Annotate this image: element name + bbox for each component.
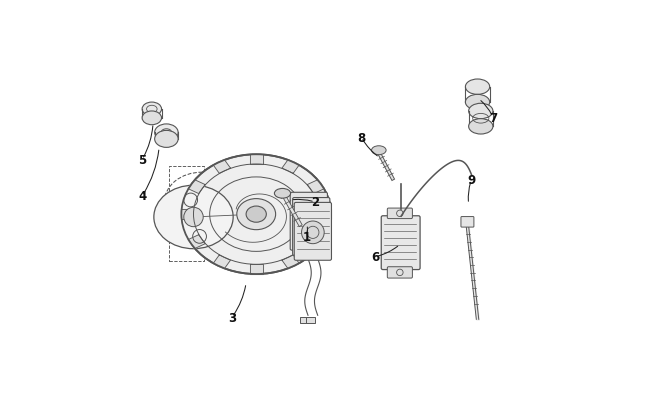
Polygon shape xyxy=(307,235,324,249)
Polygon shape xyxy=(250,264,263,274)
FancyBboxPatch shape xyxy=(387,267,412,278)
Ellipse shape xyxy=(465,95,489,111)
Text: 8: 8 xyxy=(358,132,365,145)
Polygon shape xyxy=(181,209,194,220)
FancyBboxPatch shape xyxy=(382,216,420,270)
Ellipse shape xyxy=(274,189,291,199)
Ellipse shape xyxy=(372,146,386,155)
Bar xyxy=(306,317,315,324)
Text: 7: 7 xyxy=(489,111,497,124)
Polygon shape xyxy=(188,180,205,194)
Ellipse shape xyxy=(246,207,266,223)
Polygon shape xyxy=(213,256,231,269)
Polygon shape xyxy=(282,160,299,174)
Text: 4: 4 xyxy=(138,190,146,203)
FancyBboxPatch shape xyxy=(290,193,328,251)
Bar xyxy=(300,317,308,324)
Ellipse shape xyxy=(142,112,162,126)
Circle shape xyxy=(302,222,324,244)
FancyBboxPatch shape xyxy=(294,203,332,261)
Ellipse shape xyxy=(469,104,493,119)
Text: 9: 9 xyxy=(467,174,476,187)
Text: 1: 1 xyxy=(303,230,311,243)
Circle shape xyxy=(184,208,203,227)
Ellipse shape xyxy=(465,80,489,95)
Polygon shape xyxy=(282,256,299,269)
FancyBboxPatch shape xyxy=(292,198,330,256)
Ellipse shape xyxy=(142,103,162,117)
Ellipse shape xyxy=(469,119,493,135)
Polygon shape xyxy=(213,160,231,174)
Text: 6: 6 xyxy=(371,251,380,264)
Polygon shape xyxy=(188,235,205,249)
Ellipse shape xyxy=(154,186,233,249)
Ellipse shape xyxy=(155,131,178,148)
Polygon shape xyxy=(319,209,331,220)
Ellipse shape xyxy=(237,199,276,230)
Text: 2: 2 xyxy=(311,196,319,209)
Ellipse shape xyxy=(155,125,178,142)
Ellipse shape xyxy=(181,155,331,274)
Polygon shape xyxy=(250,155,263,164)
FancyBboxPatch shape xyxy=(387,209,412,219)
Text: 5: 5 xyxy=(138,153,146,166)
Polygon shape xyxy=(307,180,324,194)
FancyBboxPatch shape xyxy=(461,217,474,228)
Text: 3: 3 xyxy=(228,311,236,324)
